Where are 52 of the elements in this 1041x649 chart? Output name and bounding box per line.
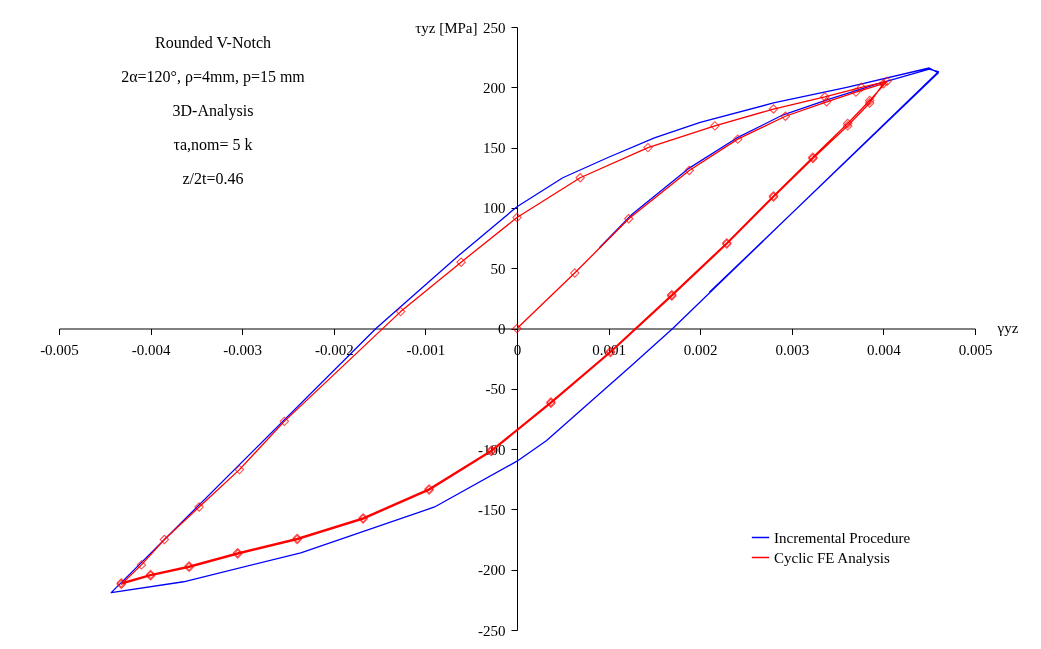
x-tick-label: -0.002	[314, 342, 354, 358]
x-tick-label: -0.004	[131, 342, 171, 358]
point	[768, 104, 779, 114]
x-tick-label: -0.003	[223, 342, 263, 358]
point	[456, 257, 466, 267]
point	[882, 76, 892, 86]
point	[643, 142, 653, 153]
x-tick-label: 0.005	[958, 342, 993, 358]
annotation: 2α=120°, ρ=4mm, p=15 mm	[121, 68, 306, 86]
annotation: τa,nom= 5 k	[173, 136, 253, 153]
point	[395, 306, 406, 317]
point	[733, 134, 743, 144]
point	[710, 121, 720, 131]
point	[575, 173, 585, 183]
y-tick-label: -250	[478, 622, 506, 639]
point	[851, 87, 861, 97]
x-axis-title: γyz	[996, 320, 1019, 336]
y-tick-label: -150	[478, 501, 506, 518]
point	[624, 214, 634, 224]
point	[856, 82, 867, 93]
point	[194, 502, 204, 512]
y-tick-label: 150	[483, 140, 506, 157]
y-tick-label: 250	[483, 19, 506, 36]
x-tick-label: 0.003	[775, 342, 810, 358]
x-tick-label: 0.002	[683, 342, 718, 358]
y-tick-label: 0	[498, 321, 506, 337]
point	[821, 97, 832, 107]
point	[780, 111, 791, 121]
point	[512, 212, 522, 223]
annotation: Rounded V-Notch	[155, 34, 271, 51]
point	[159, 534, 170, 545]
point	[569, 268, 580, 278]
point	[878, 78, 889, 89]
annotation: z/2t=0.46	[182, 170, 244, 187]
x-tick-label: -0.001	[406, 342, 446, 358]
y-tick-label: -50	[485, 381, 506, 398]
point	[684, 165, 694, 176]
point	[279, 416, 290, 427]
legend-label: Cyclic FE Analysis	[774, 549, 890, 566]
x-tick-label: -0.005	[40, 342, 79, 358]
y-tick-label: 200	[483, 79, 506, 96]
legend-label: Incremental Procedure	[774, 529, 911, 546]
point	[234, 464, 245, 475]
annotation: 3D-Analysis	[172, 102, 254, 120]
point	[512, 323, 522, 334]
y-tick-label: 50	[490, 260, 506, 277]
y-axis-title: τyz [MPa]	[415, 19, 478, 36]
point	[820, 92, 830, 102]
y-tick-label: -200	[478, 562, 506, 579]
y-tick-label: 100	[483, 200, 506, 217]
x-tick-label: 0.004	[867, 342, 902, 358]
point	[136, 560, 147, 570]
